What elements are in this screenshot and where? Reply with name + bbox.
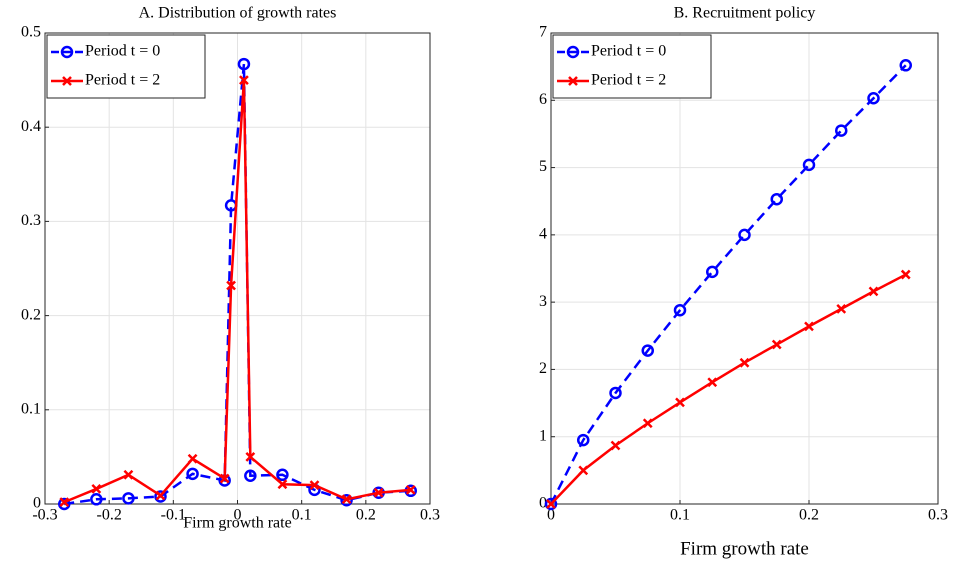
point [578, 465, 589, 476]
point [544, 497, 558, 511]
point [155, 490, 166, 501]
x-tick-label: -0.1 [161, 507, 186, 524]
point [577, 433, 590, 447]
point [675, 397, 685, 408]
y-tick-label: 0.3 [21, 212, 41, 229]
chart-title: A. Distribution of growth rates [139, 5, 337, 22]
x-tick-label: 0 [234, 507, 242, 524]
y-tick-label: 0.2 [21, 306, 41, 323]
x-tick-label: -0.2 [97, 507, 122, 524]
y-tick-label: 2 [539, 360, 547, 377]
point [836, 303, 847, 314]
plot-frame [550, 32, 939, 505]
point [642, 418, 653, 429]
point [219, 473, 230, 484]
point [770, 192, 783, 206]
point [609, 386, 622, 400]
point [835, 124, 848, 137]
point [673, 303, 687, 317]
point [276, 468, 289, 482]
series-line [549, 64, 907, 505]
point [802, 158, 816, 172]
legend-label: Period t = 2 [85, 72, 160, 89]
point [277, 479, 288, 490]
point [641, 344, 654, 357]
x-tick-label: 0.3 [420, 507, 440, 524]
point [341, 494, 352, 505]
y-tick-label: 0 [33, 495, 41, 512]
x-tick-label: 0.2 [799, 507, 819, 524]
point [868, 286, 879, 297]
y-tick-label: 3 [539, 293, 547, 310]
point [245, 452, 256, 462]
point [707, 377, 718, 388]
point [546, 499, 556, 509]
y-tick-label: 7 [539, 24, 547, 41]
chart-title: B. Recruitment policy [674, 5, 816, 22]
point [804, 321, 814, 332]
legend-box [46, 34, 206, 99]
legend-marker [568, 76, 578, 86]
point [739, 357, 750, 368]
point [405, 484, 416, 495]
y-tick-label: 0.5 [21, 24, 41, 41]
x-tick-label: 0.1 [670, 507, 690, 524]
legend-label: Period t = 0 [591, 43, 666, 60]
point [309, 480, 320, 491]
point [738, 228, 751, 242]
y-tick-label: 0.1 [21, 400, 41, 417]
point [899, 59, 912, 72]
point [186, 467, 199, 481]
point [123, 469, 134, 480]
legend-label: Period t = 2 [591, 72, 666, 89]
legend-label: Period t = 0 [85, 43, 160, 60]
y-tick-label: 0.4 [21, 118, 41, 135]
point [900, 269, 911, 280]
point [244, 469, 257, 482]
legend-marker [566, 45, 580, 59]
point [867, 92, 880, 105]
point [706, 265, 719, 279]
legend-marker [60, 45, 74, 59]
point [90, 493, 103, 506]
y-tick-label: 5 [539, 158, 547, 175]
point [187, 453, 198, 464]
point [237, 57, 251, 71]
point [373, 487, 384, 498]
point [58, 497, 71, 511]
x-axis-label: Firm growth rate [183, 515, 291, 532]
point [226, 280, 236, 291]
series-line [63, 80, 411, 504]
point [610, 440, 621, 451]
point [340, 493, 353, 507]
legend-box [552, 34, 712, 99]
x-tick-label: 0.1 [292, 507, 312, 524]
y-tick-label: 0 [539, 495, 547, 512]
plot-frame [44, 32, 431, 505]
x-tick-label: 0.3 [928, 507, 948, 524]
point [59, 497, 70, 507]
y-tick-label: 1 [539, 427, 547, 444]
x-tick-label: -0.3 [32, 507, 57, 524]
legend-marker [62, 76, 72, 86]
x-axis-label: Firm growth rate [680, 538, 809, 559]
x-tick-label: 0 [547, 507, 555, 524]
point [154, 490, 167, 503]
series-line [550, 273, 907, 505]
point [91, 484, 102, 494]
y-tick-label: 4 [539, 226, 547, 243]
point [122, 492, 135, 505]
point [239, 75, 249, 85]
y-tick-label: 6 [539, 91, 547, 108]
x-tick-label: 0.2 [356, 507, 376, 524]
point [771, 339, 782, 350]
